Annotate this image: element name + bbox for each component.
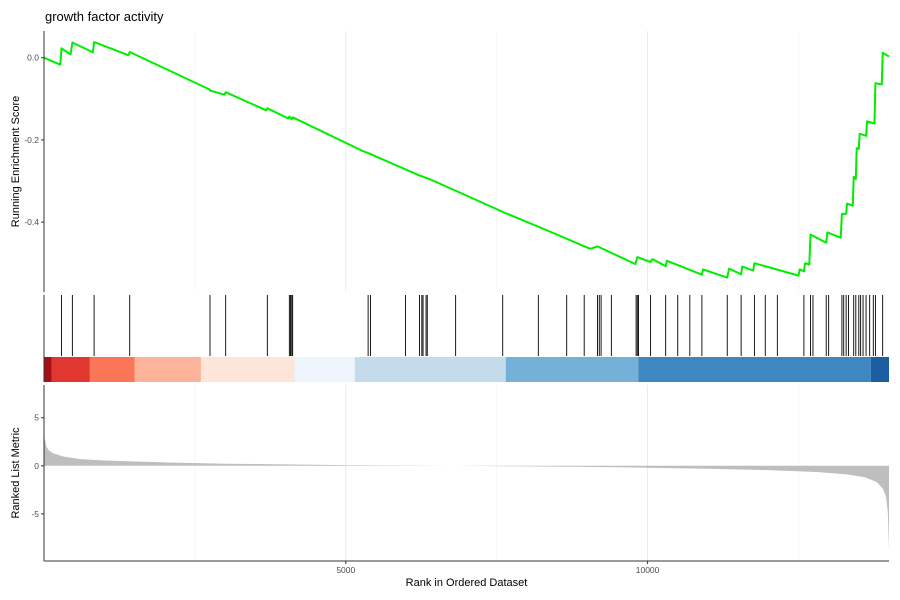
gene-hit-lines — [61, 295, 884, 356]
es-y-tick-label: 0.0 — [27, 53, 39, 63]
x-tick-label: 5000 — [336, 565, 355, 575]
color-bar-segment — [44, 357, 52, 382]
color-bar-segment — [89, 357, 135, 382]
metric-gridlines — [194, 385, 799, 561]
color-bar-segment — [134, 357, 201, 382]
es-y-tick-label: -0.4 — [24, 217, 39, 227]
rank-color-bar — [44, 357, 889, 382]
x-tick-label: 10000 — [636, 565, 660, 575]
metric-y-tick-label: 0 — [34, 461, 39, 471]
color-bar-segment — [51, 357, 90, 382]
metric-y-axis-label: Ranked List Metric — [10, 427, 22, 519]
es-y-tick-label: -0.2 — [24, 135, 39, 145]
es-y-axis-label: Running Enrichment Score — [10, 96, 22, 227]
x-ticks: 5000 10000 — [336, 561, 660, 575]
color-bar-segment — [354, 357, 506, 382]
color-bar-segment — [505, 357, 639, 382]
chart-title: growth factor activity — [45, 9, 164, 24]
color-bar-segment — [870, 357, 889, 382]
metric-y-tick-label: -5 — [31, 509, 39, 519]
x-axis-label: Rank in Ordered Dataset — [406, 577, 528, 589]
metric-panel: 5 0 -5 5000 10000 Ranked List Metric Rank i… — [10, 385, 889, 589]
color-bar-segment — [638, 357, 871, 382]
color-bar-segment — [294, 357, 355, 382]
color-bar-segment — [200, 357, 295, 382]
hit-panel — [43, 295, 889, 382]
es-panel: 0.0 -0.2 -0.4 Running Enrichment Score — [10, 31, 890, 292]
es-gridlines — [194, 31, 799, 292]
running-enrichment-score-line — [43, 41, 890, 279]
metric-y-tick-label: 5 — [34, 413, 39, 423]
